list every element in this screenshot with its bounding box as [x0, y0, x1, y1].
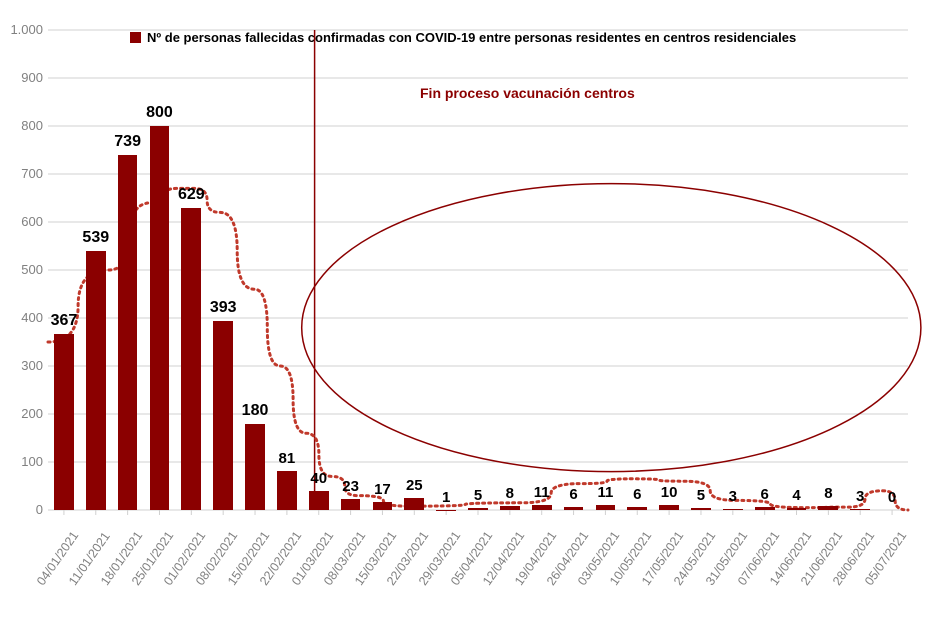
bar-value-label: 367	[51, 312, 78, 330]
y-tick-label: 1.000	[3, 22, 43, 37]
bar-value-label: 3	[856, 488, 864, 505]
chart-container: Nº de personas fallecidas confirmadas co…	[0, 0, 928, 621]
bar	[373, 502, 393, 510]
bar-value-label: 23	[342, 478, 359, 495]
bar	[309, 491, 329, 510]
y-tick-label: 400	[3, 310, 43, 325]
bar-value-label: 5	[474, 487, 482, 504]
bar-value-label: 6	[760, 486, 768, 503]
bar-value-label: 393	[210, 299, 237, 317]
bar	[659, 505, 679, 510]
bar	[787, 508, 807, 510]
y-tick-label: 500	[3, 262, 43, 277]
bar-value-label: 6	[569, 486, 577, 503]
y-tick-label: 700	[3, 166, 43, 181]
bar	[245, 424, 265, 510]
bar-value-label: 40	[310, 470, 327, 487]
bar-value-label: 25	[406, 477, 423, 494]
bar-value-label: 3	[729, 488, 737, 505]
bar-value-label: 4	[792, 487, 800, 504]
bar	[818, 506, 838, 510]
bar-value-label: 1	[442, 489, 450, 506]
bar-value-label: 8	[506, 485, 514, 502]
bar-value-label: 8	[824, 485, 832, 502]
bar-value-label: 5	[697, 487, 705, 504]
bar	[341, 499, 361, 510]
bar-value-label: 0	[888, 489, 896, 506]
bar-value-label: 11	[534, 484, 550, 501]
bar	[86, 251, 106, 510]
bar	[213, 321, 233, 510]
bar-value-label: 629	[178, 186, 205, 204]
bar-value-label: 11	[597, 484, 613, 501]
bar	[404, 498, 424, 510]
bar	[564, 507, 584, 510]
bar	[54, 334, 74, 510]
bar	[691, 508, 711, 510]
bar	[723, 509, 743, 510]
bar	[627, 507, 647, 510]
bar-value-label: 739	[114, 133, 141, 151]
bar	[500, 506, 520, 510]
bar	[850, 509, 870, 510]
bar-value-label: 17	[374, 481, 391, 498]
bar	[755, 507, 775, 510]
y-tick-label: 600	[3, 214, 43, 229]
y-tick-label: 900	[3, 70, 43, 85]
bar-value-label: 81	[279, 450, 296, 467]
bar	[181, 208, 201, 510]
bar-value-label: 6	[633, 486, 641, 503]
y-tick-label: 300	[3, 358, 43, 373]
y-tick-label: 0	[3, 502, 43, 517]
bar-value-label: 539	[82, 229, 109, 247]
bar-value-label: 180	[242, 402, 269, 420]
y-tick-label: 800	[3, 118, 43, 133]
y-tick-label: 100	[3, 454, 43, 469]
bar	[596, 505, 616, 510]
y-tick-label: 200	[3, 406, 43, 421]
bar	[277, 471, 297, 510]
plot-area	[48, 30, 908, 510]
bar	[468, 508, 488, 510]
bar-value-label: 10	[661, 484, 678, 501]
bar-value-label: 800	[146, 104, 173, 122]
bar	[150, 126, 170, 510]
bar	[532, 505, 552, 510]
bar	[118, 155, 138, 510]
